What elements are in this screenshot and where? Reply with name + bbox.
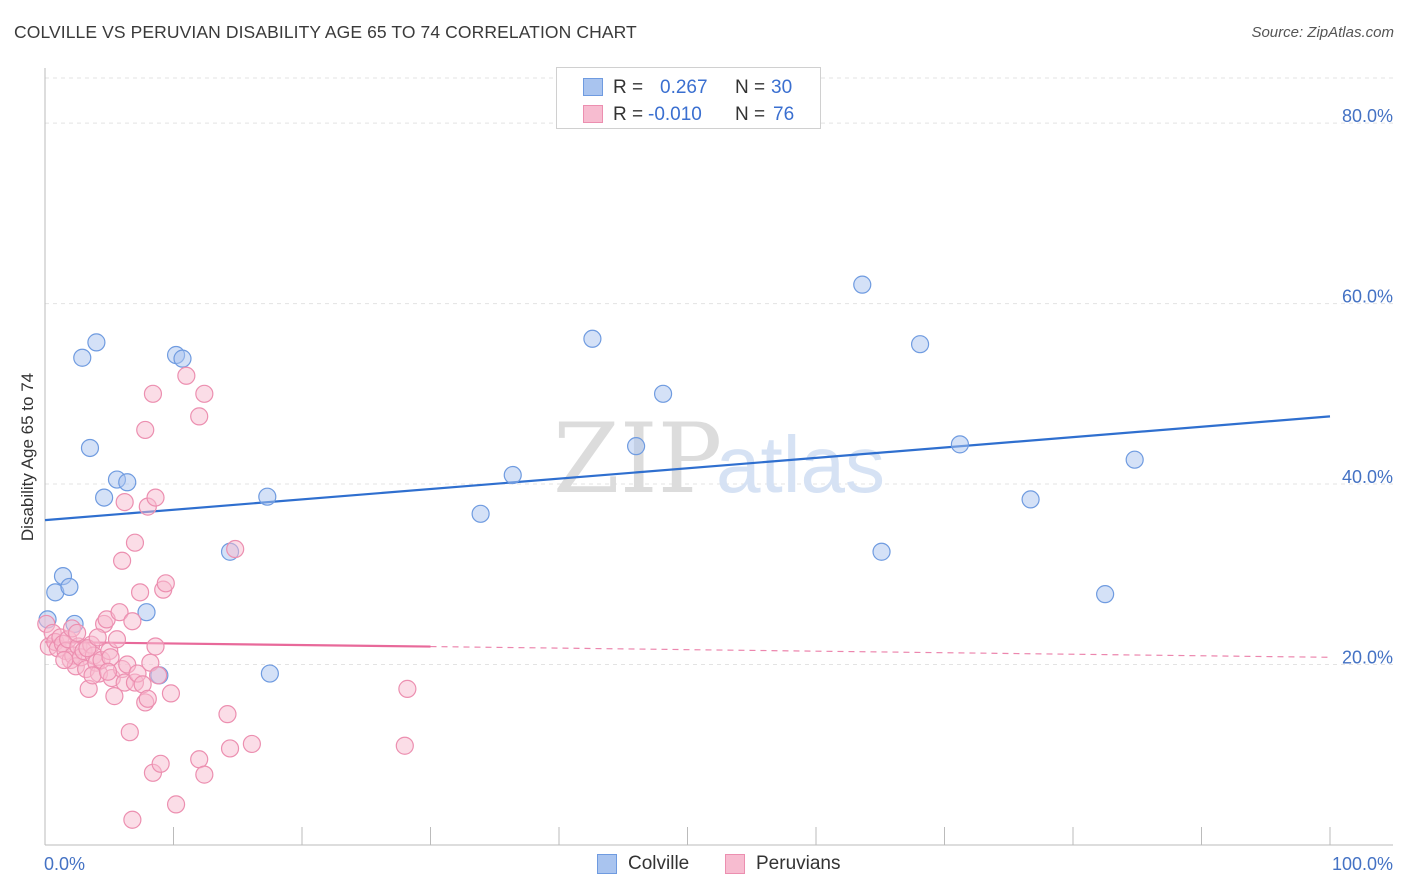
y-tick-label: 40.0% (1342, 467, 1393, 487)
legend-row-colville: R = 0.267 N = 30 (557, 74, 822, 100)
data-point-peruvians (220, 739, 240, 758)
bottom-legend-label-colville: Colville (628, 853, 690, 874)
chart-title: COLVILLE VS PERUVIAN DISABILITY AGE 65 T… (14, 22, 637, 42)
data-point-peruvians (156, 574, 175, 593)
data-point-colville (95, 488, 114, 507)
trend-line-extension-peruvians (430, 645, 1331, 658)
x-tick-label-min: 0.0% (44, 854, 85, 874)
data-point-colville (626, 437, 646, 456)
data-point-colville (60, 577, 79, 597)
x-tick-label-max: 100.0% (1332, 854, 1393, 874)
data-point-peruvians (177, 366, 196, 385)
legend-swatch-peruvians (583, 105, 603, 123)
data-point-peruvians (120, 723, 139, 742)
legend-r-value: 0.267 (660, 77, 708, 98)
bottom-legend-swatch-peruvians (725, 854, 745, 874)
data-point-colville (872, 542, 891, 561)
legend-r-label: R = (613, 104, 644, 125)
tick-labels: Disability Age 65 to 74 0.0% 100.0% 20.0… (18, 106, 1393, 874)
data-point-peruvians (143, 384, 163, 403)
data-point-colville (471, 504, 490, 523)
data-point-peruvians (83, 666, 102, 685)
source-label: Source: ZipAtlas.com (1251, 24, 1394, 41)
data-point-peruvians (195, 765, 214, 784)
bottom-legend-swatch-colville (597, 854, 617, 874)
grid-lines (45, 77, 1393, 666)
data-point-peruvians (148, 666, 168, 685)
data-point-colville (950, 435, 970, 454)
data-point-peruvians (123, 612, 142, 631)
data-point-colville (73, 348, 92, 367)
watermark: ZIP atlas (553, 403, 885, 515)
data-point-peruvians (130, 583, 150, 602)
y-tick-label: 60.0% (1342, 287, 1393, 307)
data-point-peruvians (146, 637, 165, 656)
data-point-peruvians (55, 650, 74, 670)
legend-n-value: 30 (771, 77, 793, 98)
data-point-peruvians (242, 734, 261, 754)
data-point-peruvians (151, 754, 170, 773)
data-point-peruvians (226, 539, 245, 559)
data-point-colville (80, 438, 100, 458)
data-point-colville (118, 473, 137, 492)
legend-r-value: -0.010 (648, 104, 702, 125)
data-point-colville (653, 384, 673, 403)
legend-swatch-colville (583, 78, 603, 96)
data-point-colville (260, 664, 279, 683)
data-point-colville (503, 465, 522, 485)
legend-n-label: N = (735, 104, 766, 125)
data-point-peruvians (98, 662, 118, 681)
data-point-colville (1096, 585, 1115, 604)
data-point-colville (87, 333, 106, 352)
stats-legend: R = 0.267 N = 30 R = -0.010 N = 76 (556, 67, 821, 129)
data-point-colville (137, 603, 156, 622)
data-point-colville (173, 349, 192, 368)
data-point-peruvians (138, 689, 157, 708)
data-point-colville (1125, 450, 1144, 469)
data-point-peruvians (190, 407, 209, 426)
data-point-peruvians (398, 679, 417, 698)
data-points (37, 275, 1144, 829)
data-point-colville (853, 275, 872, 294)
data-point-colville (910, 335, 930, 354)
data-point-colville (1021, 490, 1040, 509)
data-point-peruvians (68, 623, 87, 643)
watermark-zip: ZIP (553, 403, 722, 515)
data-point-peruvians (123, 810, 142, 829)
data-point-peruvians (195, 384, 214, 403)
data-point-peruvians (395, 736, 414, 755)
y-axis-label: Disability Age 65 to 74 (18, 373, 37, 541)
data-point-peruvians (110, 603, 129, 622)
data-point-peruvians (112, 551, 132, 570)
data-point-peruvians (146, 488, 165, 507)
y-tick-label: 80.0% (1342, 106, 1393, 126)
legend-r-label: R = (613, 77, 644, 98)
bottom-legend-label-peruvians: Peruvians (756, 853, 841, 874)
data-point-peruvians (115, 493, 134, 512)
data-point-colville (583, 329, 602, 348)
data-point-peruvians (107, 630, 127, 649)
legend-n-value: 76 (773, 104, 795, 125)
data-point-peruvians (105, 687, 124, 706)
y-tick-label: 20.0% (1342, 648, 1393, 668)
data-point-peruvians (166, 795, 186, 814)
trend-line-colville (44, 415, 1331, 522)
legend-n-label: N = (735, 77, 766, 98)
data-point-peruvians (88, 628, 107, 647)
data-point-peruvians (161, 684, 181, 703)
data-point-peruvians (218, 705, 237, 724)
data-point-peruvians (190, 750, 209, 769)
data-point-peruvians (136, 420, 155, 440)
data-point-colville (258, 487, 277, 506)
data-point-peruvians (125, 533, 145, 552)
legend-row-peruvians: R = -0.010 N = 76 (557, 101, 822, 127)
axes (44, 68, 1393, 846)
